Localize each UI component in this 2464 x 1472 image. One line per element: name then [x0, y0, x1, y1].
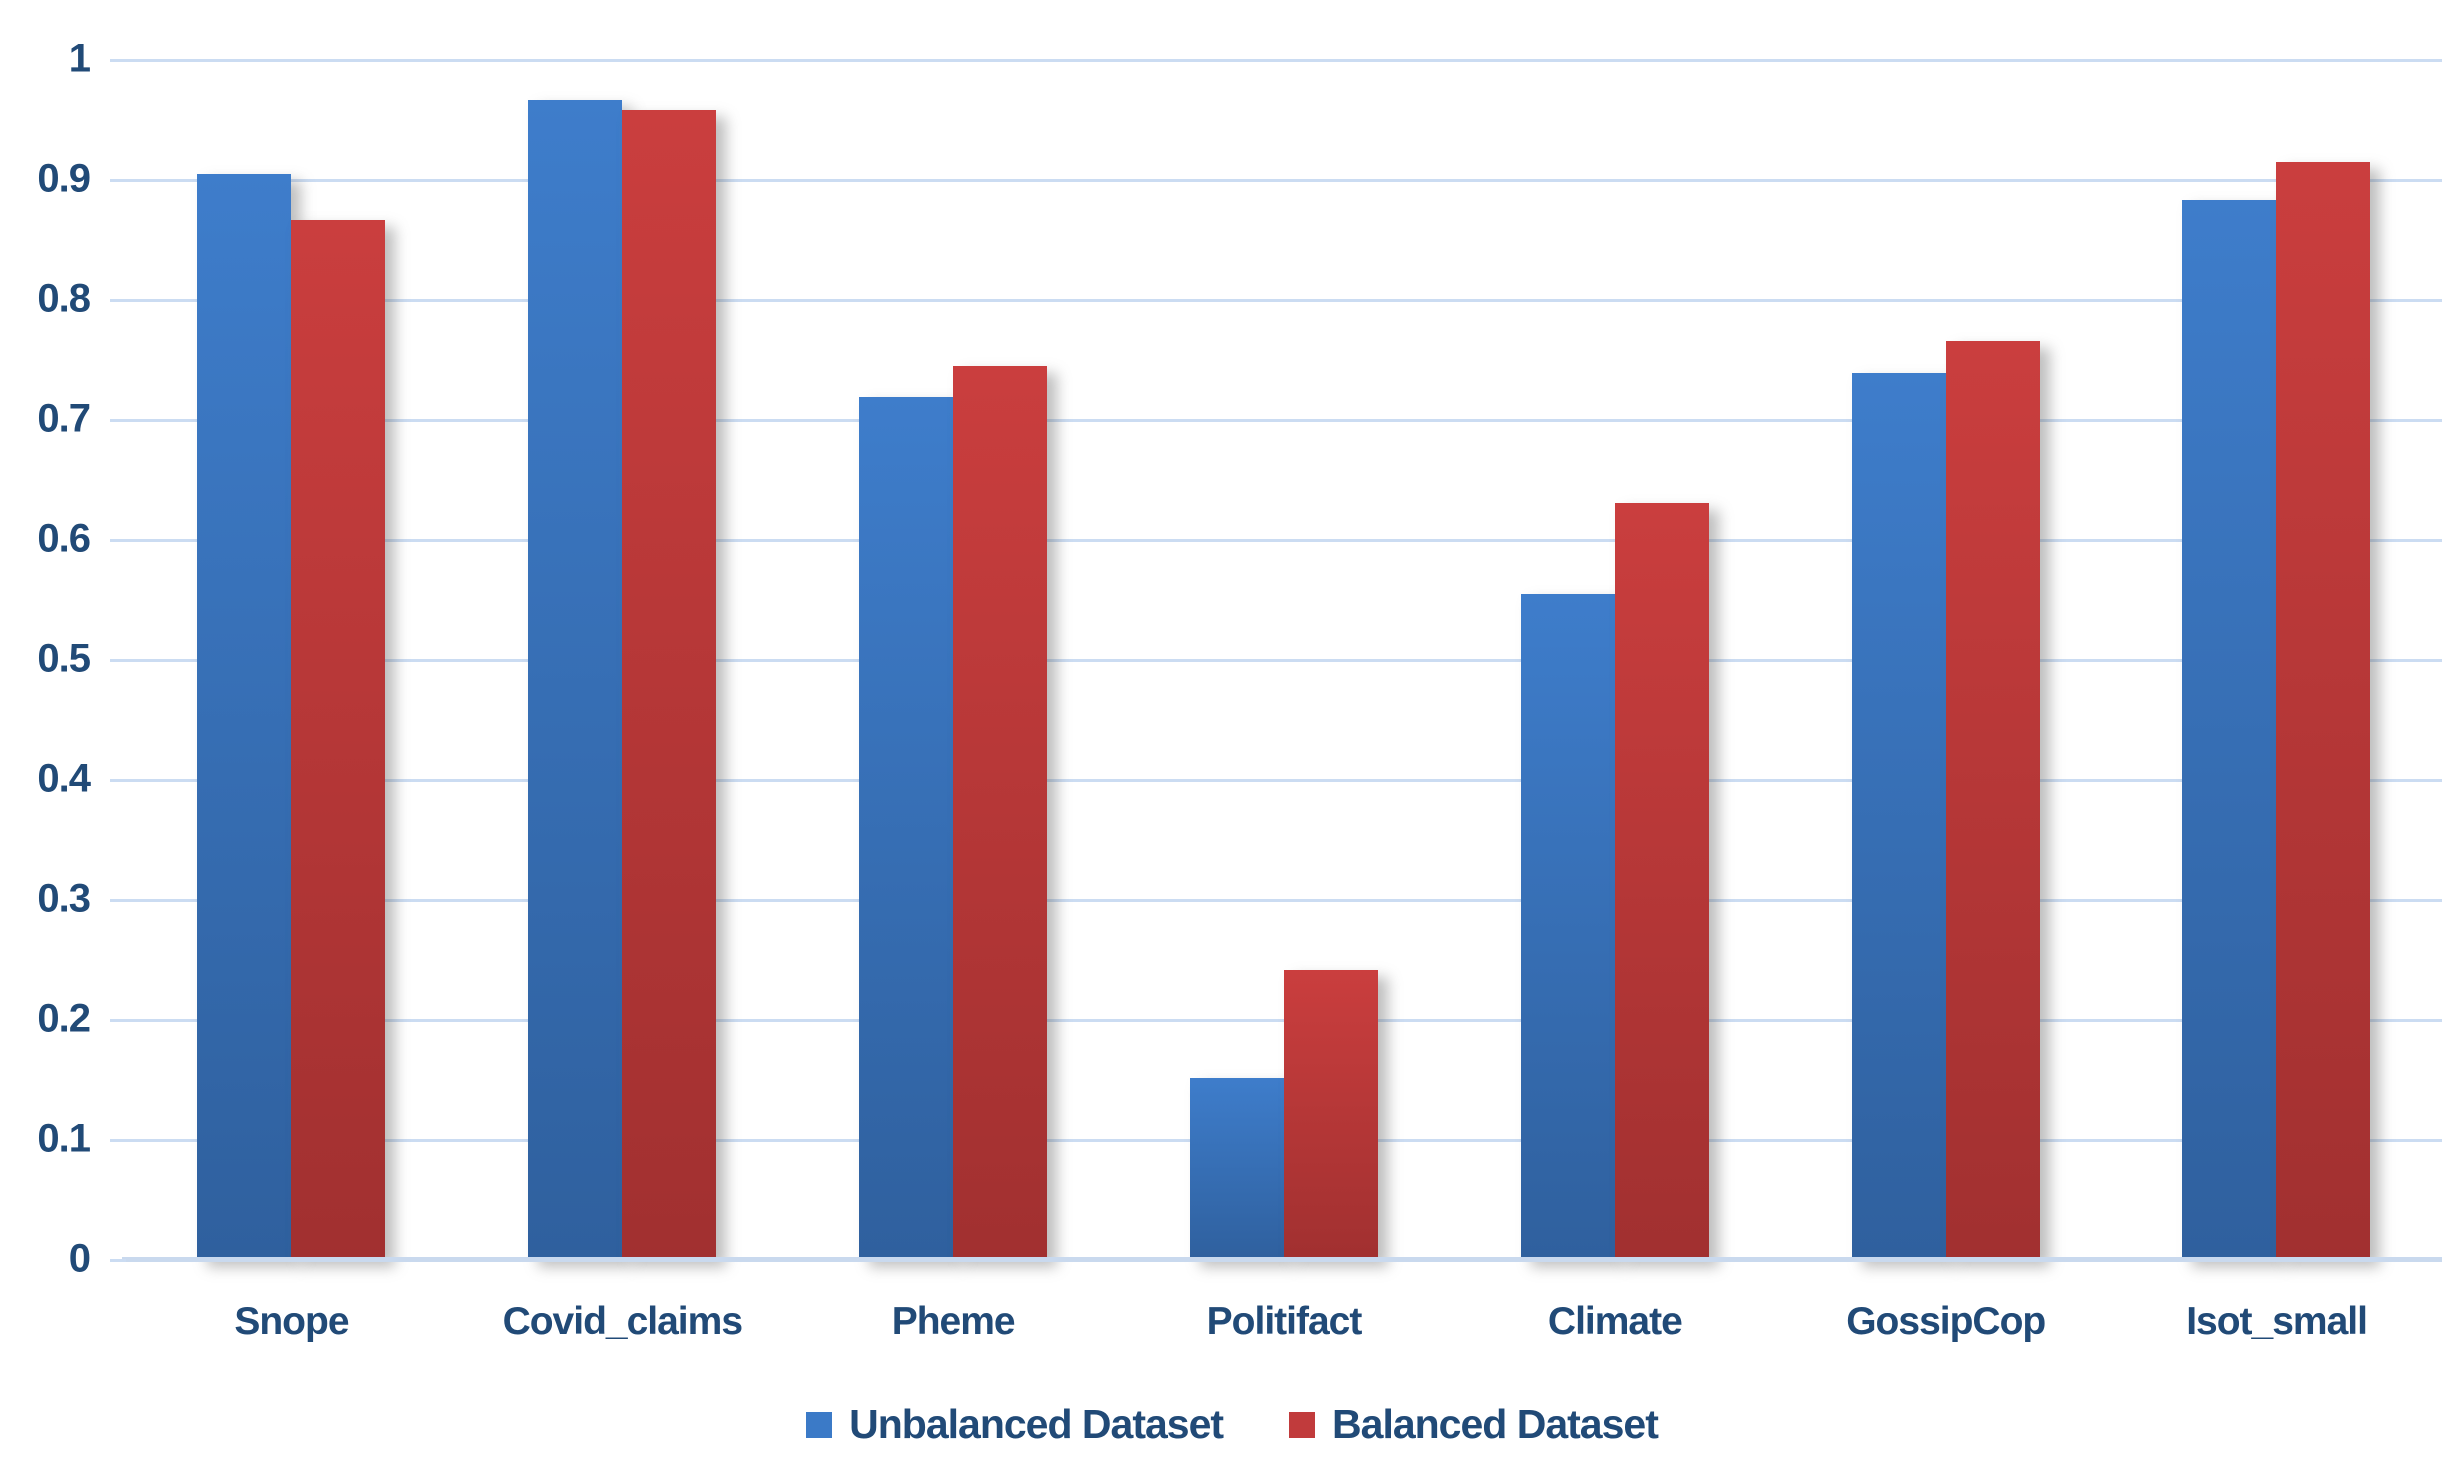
- bar-unbalanced-gossipcop: [1851, 373, 1946, 1260]
- legend-label-balanced: Balanced Dataset: [1332, 1401, 1659, 1447]
- legend-label-unbalanced: Unbalanced Dataset: [849, 1401, 1224, 1447]
- y-axis-tick-0.4: [110, 778, 126, 782]
- y-axis-tick-0.3: [110, 898, 126, 902]
- y-axis-tick-0.5: [110, 658, 126, 662]
- bar-group-politifact: [1189, 969, 1378, 1260]
- x-axis-label-covid_claims: Covid_claims: [502, 1300, 743, 1343]
- y-axis-tick-0.9: [110, 178, 126, 182]
- bar-unbalanced-pheme: [859, 397, 954, 1260]
- gridline-0.4: [126, 778, 2442, 782]
- y-axis-tick-1: [110, 58, 126, 62]
- bar-group-snope: [197, 174, 386, 1260]
- x-axis-labels: Snope Covid_claims Pheme Politifact Climate G…: [126, 1300, 2442, 1344]
- legend: Unbalanced Dataset Balanced Dataset: [0, 1404, 2464, 1445]
- y-axis-tick-0.6: [110, 538, 126, 542]
- bar-balanced-politifact: [1283, 969, 1378, 1260]
- x-axis-label-pheme: Pheme: [891, 1300, 1016, 1343]
- legend-swatch-balanced: [1289, 1411, 1316, 1438]
- bar-balanced-covid_claims: [622, 110, 717, 1260]
- y-axis-tick-0.8: [110, 298, 126, 302]
- bar-balanced-pheme: [953, 366, 1048, 1260]
- y-axis-label-0.4: 0.4: [37, 756, 91, 801]
- bar-balanced-snope: [291, 219, 386, 1260]
- gridline-0.8: [126, 298, 2442, 302]
- y-axis-tick-0.7: [110, 418, 126, 422]
- bar-group-covid_claims: [528, 99, 717, 1260]
- y-axis-label-0.6: 0.6: [37, 516, 91, 561]
- gridline-0.6: [126, 538, 2442, 542]
- x-axis-label-isot_small: Isot_small: [2186, 1300, 2368, 1343]
- y-axis-label-0.1: 0.1: [37, 1116, 91, 1161]
- y-axis-tick-0.1: [110, 1138, 126, 1142]
- x-axis-label-politifact: Politifact: [1206, 1300, 1363, 1343]
- x-axis-line: [122, 1257, 2442, 1262]
- bar-balanced-climate: [1614, 502, 1709, 1260]
- bar-unbalanced-politifact: [1189, 1077, 1284, 1260]
- y-axis-label-0: 0: [68, 1236, 91, 1281]
- bar-groups-layer: [126, 60, 2442, 1260]
- bar-group-isot_small: [2182, 162, 2371, 1260]
- bar-group-pheme: [859, 366, 1048, 1260]
- y-axis-label-0.3: 0.3: [37, 876, 91, 921]
- bar-balanced-isot_small: [2276, 162, 2371, 1260]
- y-axis-label-0.8: 0.8: [37, 276, 91, 321]
- x-axis-label-snope: Snope: [234, 1300, 349, 1343]
- y-axis-label-1: 1: [68, 36, 91, 81]
- bar-unbalanced-climate: [1520, 594, 1615, 1260]
- legend-item-balanced: Balanced Dataset: [1289, 1401, 1659, 1447]
- bar-unbalanced-covid_claims: [528, 99, 623, 1260]
- y-axis-label-0.7: 0.7: [37, 396, 91, 441]
- legend-swatch-unbalanced: [806, 1411, 833, 1438]
- bar-group-climate: [1520, 502, 1709, 1260]
- bar-group-gossipcop: [1851, 340, 2040, 1260]
- y-axis-label-0.9: 0.9: [37, 156, 91, 201]
- gridline-0.5: [126, 658, 2442, 662]
- gridline-1: [126, 58, 2442, 62]
- bar-balanced-gossipcop: [1945, 340, 2040, 1260]
- y-axis-label-0.5: 0.5: [37, 636, 91, 681]
- y-axis-tick-0.2: [110, 1018, 126, 1022]
- legend-item-unbalanced: Unbalanced Dataset: [806, 1401, 1224, 1447]
- y-axis-label-0.2: 0.2: [37, 996, 91, 1041]
- plot-area: [122, 58, 2442, 1262]
- x-axis-label-climate: Climate: [1547, 1300, 1683, 1343]
- gridline-0.3: [126, 898, 2442, 902]
- x-axis-label-gossipcop: GossipCop: [1846, 1300, 2046, 1343]
- bar-unbalanced-isot_small: [2182, 200, 2277, 1260]
- bar-unbalanced-snope: [197, 174, 292, 1260]
- gridline-0.7: [126, 418, 2442, 422]
- gridline-0.9: [126, 178, 2442, 182]
- y-axis-tick-0: [110, 1258, 126, 1262]
